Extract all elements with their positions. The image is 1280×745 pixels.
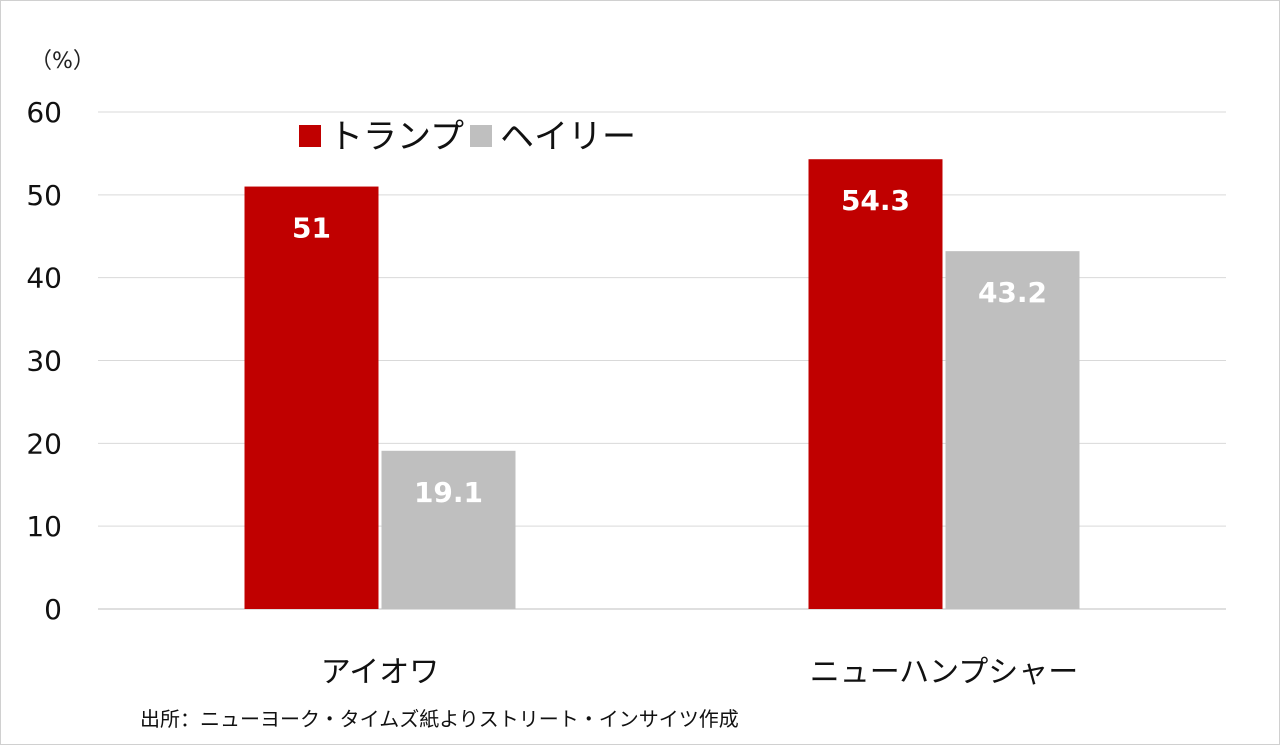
source-note: 出所：ニューヨーク・タイムズ紙よりストリート・インサイツ作成: [140, 707, 739, 731]
y-tick-label: 40: [26, 262, 62, 295]
legend: トランプ ヘイリー: [299, 117, 636, 157]
bar-trump-0: [244, 186, 379, 610]
y-tick-label: 50: [26, 179, 62, 212]
y-tick-label: 60: [26, 96, 62, 129]
y-tick-label: 20: [26, 427, 62, 460]
bar-haley-1: [945, 251, 1080, 609]
bar-haley-0: [381, 450, 516, 609]
legend-swatch-trump: [299, 125, 321, 147]
bars: [244, 159, 1080, 610]
legend-label-trump: トランプ: [329, 117, 464, 157]
data-label: 51: [292, 212, 331, 245]
bar-trump-1: [808, 159, 943, 609]
data-labels: 51 19.1 54.3 43.2: [292, 184, 1047, 509]
y-unit-label: （%）: [30, 49, 95, 74]
x-axis-ticks: アイオワ ニューハンプシャー: [321, 655, 1079, 690]
x-tick-label: アイオワ: [321, 655, 440, 690]
y-axis-ticks: 0 10 20 30 40 50 60: [26, 96, 62, 626]
data-label: 19.1: [414, 476, 483, 509]
x-tick-label: ニューハンプシャー: [810, 655, 1079, 690]
data-label: 43.2: [978, 276, 1047, 309]
y-tick-label: 30: [26, 345, 62, 378]
legend-label-haley: ヘイリー: [500, 117, 636, 157]
data-label: 54.3: [841, 184, 910, 217]
y-tick-label: 0: [44, 593, 62, 626]
legend-swatch-haley: [470, 125, 492, 147]
y-tick-label: 10: [26, 510, 62, 543]
